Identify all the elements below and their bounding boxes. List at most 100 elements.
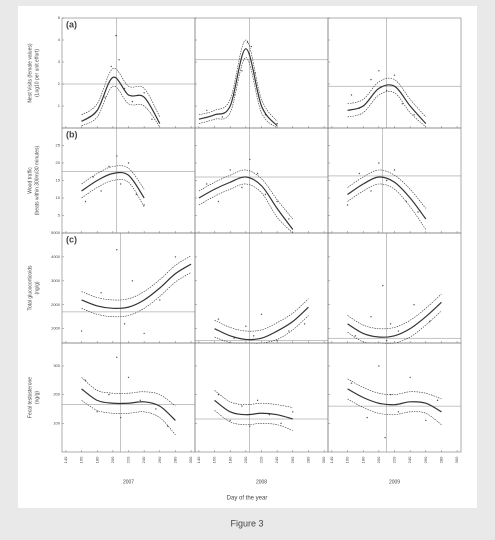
confidence-band	[81, 272, 192, 318]
data-point	[92, 176, 94, 178]
data-point	[417, 211, 419, 213]
data-point	[378, 365, 380, 367]
data-point	[378, 70, 380, 72]
data-point	[115, 34, 117, 37]
y-tick-label: 15	[56, 178, 61, 183]
y-tick-label: 5000	[51, 230, 61, 235]
y-axis-label: (beats within 300m/30 minutes)	[34, 145, 40, 215]
x-tick-label: 160	[79, 456, 84, 463]
x-tick-label: 260	[423, 456, 428, 463]
data-point	[292, 411, 294, 413]
data-point	[264, 193, 267, 196]
x-tick-label: 220	[259, 456, 264, 463]
x-tick-label: 280	[439, 456, 444, 463]
y-axis-label: Nest Visits (female values)	[27, 43, 33, 102]
confidence-band	[81, 377, 176, 407]
data-point	[127, 376, 130, 379]
data-point	[358, 172, 360, 175]
fit-line	[347, 301, 442, 338]
data-point	[260, 313, 263, 316]
data-point	[241, 186, 243, 189]
data-point	[116, 155, 118, 157]
data-point	[436, 399, 439, 402]
confidence-band	[198, 57, 278, 129]
data-point	[229, 169, 231, 171]
fit-line	[347, 176, 427, 220]
data-point	[370, 315, 372, 318]
data-point	[139, 399, 141, 402]
data-point	[393, 169, 396, 171]
confidence-band	[347, 77, 427, 118]
data-point	[135, 193, 138, 196]
data-point	[401, 103, 404, 105]
x-tick-label: 140	[329, 456, 334, 463]
confidence-band	[81, 400, 176, 435]
confidence-band	[347, 293, 442, 330]
data-point	[155, 408, 157, 410]
data-point	[370, 78, 372, 81]
data-point	[276, 200, 278, 203]
y-tick-label: 1000	[51, 326, 61, 331]
confidence-band	[81, 179, 145, 207]
y-tick-label: 200	[53, 392, 60, 397]
x-tick-label: 140	[63, 456, 68, 463]
x-tick-label: 260	[290, 456, 295, 463]
y-axis-label: Wood traffic	[27, 167, 33, 194]
x-tick-label: 240	[141, 456, 146, 463]
data-point	[268, 414, 271, 416]
x-tick-label: 240	[274, 456, 279, 463]
data-point	[397, 330, 400, 332]
confidence-band	[347, 378, 442, 400]
data-point	[221, 116, 224, 118]
confidence-band	[347, 398, 442, 425]
data-point	[370, 190, 372, 192]
data-point	[108, 165, 110, 168]
data-point	[131, 100, 134, 103]
confidence-band	[347, 91, 426, 128]
data-point	[413, 114, 415, 116]
x-tick-label: 220	[126, 456, 131, 463]
data-point	[249, 425, 251, 427]
data-point	[397, 411, 400, 413]
y-tick-label: 10	[56, 195, 61, 200]
confidence-band	[214, 410, 293, 431]
y-tick-label: 5	[58, 213, 61, 218]
data-point	[166, 425, 169, 427]
data-point	[84, 200, 87, 203]
data-point	[256, 172, 259, 175]
fit-line	[81, 388, 176, 421]
year-label: 2009	[389, 479, 400, 485]
data-point	[80, 330, 83, 332]
data-point	[100, 190, 102, 192]
data-point	[276, 339, 278, 342]
data-point	[346, 204, 349, 206]
panel-letter: (b)	[66, 129, 78, 139]
data-point	[206, 183, 208, 185]
data-point	[116, 249, 118, 251]
data-point	[96, 411, 98, 413]
fit-line	[81, 171, 145, 199]
confidence-band	[198, 169, 294, 220]
fit-line	[214, 306, 309, 341]
y-axis-label: Fecal testosterone	[27, 377, 33, 418]
data-point	[123, 87, 126, 90]
data-point	[241, 405, 243, 407]
y-tick-label: 25	[56, 143, 61, 148]
x-tick-label: 280	[306, 456, 311, 463]
data-point	[143, 92, 145, 94]
y-tick-label: 100	[53, 420, 60, 425]
data-point	[174, 256, 177, 258]
data-point	[350, 382, 353, 384]
data-point	[288, 218, 290, 220]
fit-line	[347, 388, 442, 413]
data-point	[127, 162, 130, 164]
data-point	[256, 399, 259, 402]
data-point	[131, 280, 134, 282]
data-point	[119, 416, 122, 419]
data-point	[206, 109, 208, 112]
data-point	[413, 304, 415, 306]
y-axis-label: (ng/g)	[34, 391, 40, 404]
data-point	[245, 325, 247, 327]
data-point	[425, 419, 427, 422]
